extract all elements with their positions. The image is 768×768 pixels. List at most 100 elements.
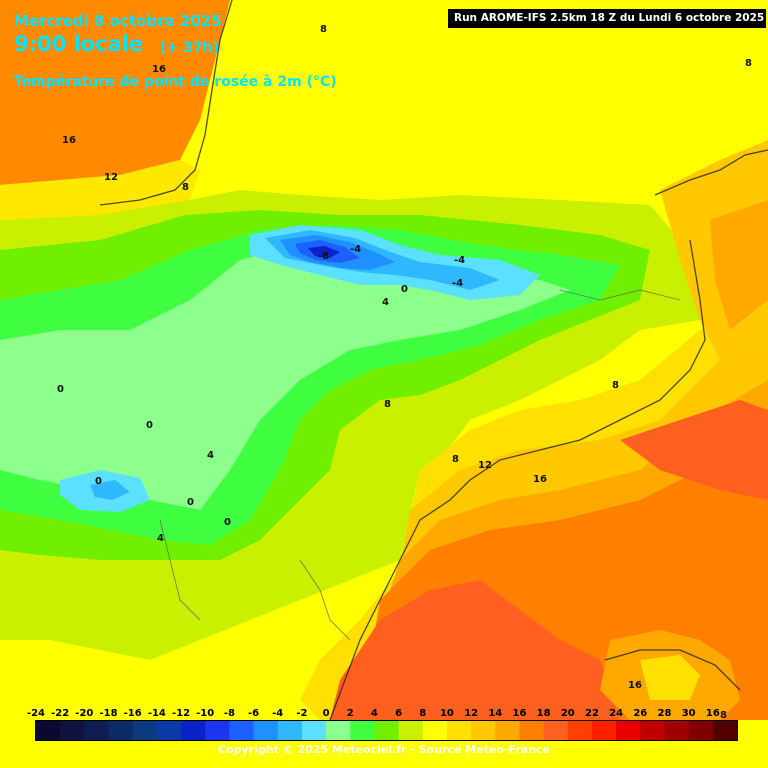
contour-label: 0 — [187, 497, 194, 508]
borders — [159, 289, 681, 641]
contour-label: 16 — [533, 474, 547, 485]
forecast-lead: (+ 37h) — [160, 40, 219, 56]
legend-tick-label: 6 — [395, 708, 402, 719]
contour-label: -4 — [454, 255, 465, 266]
legend-swatch — [132, 721, 158, 740]
contour-label: 8 — [720, 710, 727, 721]
legend-tick-label: 10 — [440, 708, 454, 719]
legend-swatch — [422, 721, 448, 740]
contour-label: 0 — [401, 284, 408, 295]
field-east-orange — [710, 200, 768, 330]
legend-tick-label: 28 — [658, 708, 672, 719]
legend-tick-label: -4 — [272, 708, 283, 719]
contour-label: 12 — [478, 460, 492, 471]
coastlines — [99, 0, 768, 721]
contour-label: -4 — [452, 278, 463, 289]
legend-swatch — [616, 721, 641, 740]
legend-swatch — [519, 721, 545, 740]
legend-swatch — [664, 721, 690, 740]
field-cyan-sw2 — [90, 480, 130, 500]
parameter-title: Température de point de rosée à 2m (°C) — [14, 74, 337, 90]
contour-label: 8 — [452, 454, 459, 465]
contour-label: 4 — [382, 297, 389, 308]
legend-tick-label: 4 — [371, 708, 378, 719]
legend-tick-label: 14 — [488, 708, 502, 719]
legend-swatch — [350, 721, 375, 740]
legend-swatch — [712, 721, 738, 740]
legend-tick-label: -10 — [196, 708, 214, 719]
forecast-date: Mercredi 8 octobre 2025 — [14, 12, 222, 30]
contour-label: -4 — [350, 244, 361, 255]
field-navy-north — [308, 246, 340, 258]
field-coast-yellow — [0, 160, 200, 220]
field-corsica-yellow — [640, 655, 700, 700]
contour-label: 12 — [104, 172, 118, 183]
contour-labels: 16 16 12 8 8 8 -8 -4 -4 -4 0 4 0 0 0 0 4… — [57, 24, 752, 721]
legend-swatch — [277, 721, 303, 740]
legend-tick-label: -2 — [296, 708, 307, 719]
legend-swatch — [156, 721, 182, 740]
contour-label: 8 — [182, 182, 189, 193]
contour-label: 0 — [146, 420, 153, 431]
legend-colorbar — [35, 720, 738, 741]
legend-tick-label: 2 — [347, 708, 354, 719]
legend-swatch — [253, 721, 279, 740]
legend-tick-label: -12 — [172, 708, 190, 719]
field-mediterranean-red — [330, 580, 620, 720]
contour-label: 4 — [207, 450, 214, 461]
legend-tick-label: 30 — [682, 708, 696, 719]
run-info-box: Run AROME-IFS 2.5km 18 Z du Lundi 6 octo… — [448, 9, 766, 28]
legend-swatch — [640, 721, 665, 740]
legend-swatch — [36, 721, 61, 740]
legend-swatch — [84, 721, 110, 740]
field-atlantic-orange — [0, 0, 230, 185]
legend-tick-label: -16 — [124, 708, 142, 719]
legend-tick-label: -14 — [148, 708, 166, 719]
contour-label: 0 — [224, 517, 231, 528]
legend-swatch — [688, 721, 714, 740]
legend-swatch — [495, 721, 520, 740]
legend-tick-label: 16 — [706, 708, 720, 719]
legend-tick-label: -8 — [224, 708, 235, 719]
legend-tick-label: 22 — [585, 708, 599, 719]
contour-label: 4 — [157, 533, 164, 544]
legend-swatch — [301, 721, 327, 740]
legend-tick-label: 26 — [633, 708, 647, 719]
legend-swatch — [567, 721, 593, 740]
legend-tick-label: 12 — [464, 708, 478, 719]
legend-swatch — [446, 721, 472, 740]
legend-swatch — [60, 721, 85, 740]
legend-tick-label: 18 — [537, 708, 551, 719]
field-mediterranean-red2 — [620, 400, 768, 500]
contour-label: 8 — [320, 24, 327, 35]
contour-label: 0 — [57, 384, 64, 395]
legend-swatch — [181, 721, 206, 740]
contour-label: 8 — [612, 380, 619, 391]
legend-swatch — [205, 721, 230, 740]
legend-tick-label: -20 — [75, 708, 93, 719]
legend-swatch — [471, 721, 496, 740]
legend-tick-label: -6 — [248, 708, 259, 719]
legend-tick-label: -18 — [99, 708, 117, 719]
legend-swatch — [398, 721, 424, 740]
contour-label: 16 — [628, 680, 642, 691]
legend-swatch — [543, 721, 569, 740]
field-palegreen — [0, 245, 570, 510]
copyright-notice: Copyright © 2025 Meteociel.fr - Source M… — [217, 743, 551, 756]
contour-label: 8 — [745, 58, 752, 69]
legend-tick-label: -22 — [51, 708, 69, 719]
contour-label: 16 — [62, 135, 76, 146]
contour-label: 8 — [384, 399, 391, 410]
legend-tick-label: 16 — [512, 708, 526, 719]
legend-swatch — [374, 721, 400, 740]
legend-tick-label: 24 — [609, 708, 623, 719]
legend-tick-label: 8 — [419, 708, 426, 719]
forecast-time: 9:00 locale — [14, 32, 144, 56]
contour-label: 16 — [152, 64, 166, 75]
legend-swatch — [229, 721, 255, 740]
legend-tick-label: 20 — [561, 708, 575, 719]
legend-tick-label: -24 — [27, 708, 45, 719]
legend-tick-labels: -24 -22 -20 -18 -16 -14 -12 -10 -8 -6 -4 -2 0 2 4 6 8 10 1… — [27, 708, 720, 719]
